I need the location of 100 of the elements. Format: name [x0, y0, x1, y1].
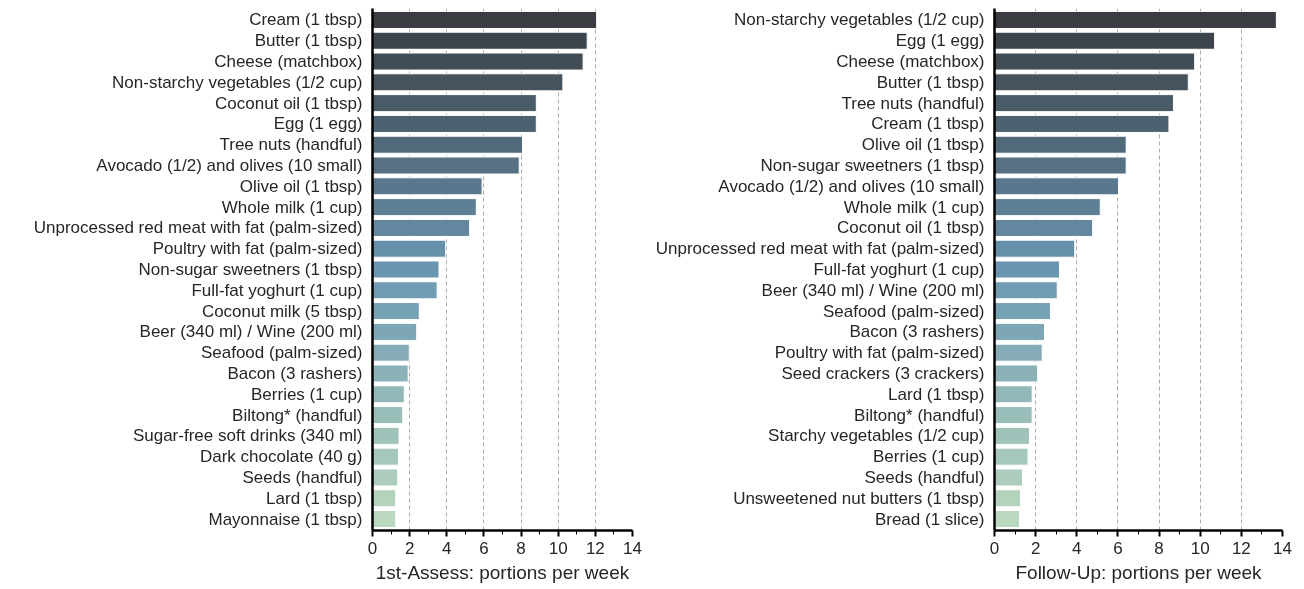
bar: [994, 447, 1029, 466]
x-tick-label: 0: [367, 538, 378, 558]
y-tick-label: Whole milk (1 cup): [843, 197, 985, 217]
y-tick-label: Tree nuts (handful): [219, 135, 363, 155]
y-tick-label: Non-starchy vegetables (1/2 cup): [112, 72, 363, 92]
y-tick-label: Olive oil (1 tbsp): [861, 135, 985, 155]
y-tick-label: Biltong* (handful): [854, 405, 985, 425]
x-axis-title: Follow-Up: portions per week: [1015, 561, 1263, 583]
bar: [372, 156, 520, 175]
y-tick-label: Cheese (matchbox): [214, 52, 363, 72]
bar: [994, 510, 1021, 529]
y-tick-label: Full-fat yoghurt (1 cup): [813, 260, 985, 279]
y-tick-label: Butter (1 tbsp): [254, 31, 363, 51]
y-tick-label: Sugar-free soft drinks (340 ml): [132, 426, 363, 446]
y-tick-label: Lard (1 tbsp): [888, 384, 985, 404]
bar: [994, 343, 1043, 362]
y-tick-label: Full-fat yoghurt (1 cup): [191, 280, 363, 300]
bar: [372, 281, 438, 300]
bar: [372, 343, 410, 362]
y-tick-label: Poultry with fat (palm-sized): [774, 343, 985, 363]
y-tick-label: Seed crackers (3 crackers): [781, 363, 985, 383]
bar: [372, 489, 397, 508]
y-tick-label: Non-sugar sweetners (1 tbsp): [760, 156, 985, 176]
y-tick-label: Olive oil (1 tbsp): [239, 176, 363, 196]
x-tick-label: 6: [1113, 538, 1123, 558]
y-tick-label: Cream (1 tbsp): [249, 10, 363, 30]
y-tick-label: Unprocessed red meat with fat (palm-sized): [33, 218, 363, 238]
y-tick-label: Coconut milk (5 tbsp): [201, 301, 363, 321]
bar: [372, 177, 483, 196]
bar: [994, 218, 1094, 237]
bar: [994, 31, 1216, 50]
y-tick-label: Beer (340 ml) / Wine (200 ml): [139, 322, 363, 342]
bar: [994, 239, 1076, 258]
y-tick-label: Dark chocolate (40 g): [199, 447, 363, 467]
y-tick-label: Egg (1 egg): [895, 31, 985, 51]
y-tick-label: Non-sugar sweetners (1 tbsp): [138, 260, 363, 279]
y-tick-label: Biltong* (handful): [232, 405, 363, 425]
bar: [994, 406, 1033, 425]
y-tick-label: Avocado (1/2) and olives (10 small): [96, 156, 363, 176]
bar: [372, 426, 400, 445]
bar: [994, 114, 1170, 133]
x-tick-label: 2: [404, 538, 415, 558]
bar: [372, 31, 588, 50]
bar: [994, 52, 1196, 71]
bar: [994, 177, 1120, 196]
x-tick-label: 0: [989, 538, 1000, 558]
y-tick-label: Non-starchy vegetables (1/2 cup): [734, 10, 985, 30]
y-tick-label: Coconut oil (1 tbsp): [837, 218, 985, 238]
bar: [372, 447, 399, 466]
y-tick-label: Seafood (palm-sized): [822, 301, 985, 321]
bar: [372, 135, 524, 154]
y-tick-label: Butter (1 tbsp): [876, 72, 985, 92]
y-tick-label: Starchy vegetables (1/2 cup): [768, 426, 985, 446]
x-tick-label: 8: [1154, 538, 1164, 558]
bar: [994, 385, 1033, 404]
bar: [372, 218, 471, 237]
bar: [372, 52, 584, 71]
bar: [372, 510, 397, 529]
bar: [994, 94, 1174, 113]
bar: [994, 302, 1051, 321]
y-tick-label: Lard (1 tbsp): [266, 488, 363, 508]
x-tick-label: 12: [1231, 538, 1251, 558]
y-tick-label: Mayonnaise (1 tbsp): [208, 509, 363, 529]
y-tick-label: Unsweetened nut butters (1 tbsp): [733, 488, 985, 508]
y-tick-label: Unprocessed red meat with fat (palm-sized): [655, 239, 985, 259]
bar: [994, 198, 1101, 217]
bar: [994, 73, 1189, 92]
y-tick-label: Poultry with fat (palm-sized): [152, 239, 363, 259]
y-tick-label: Tree nuts (handful): [841, 93, 985, 113]
bar: [372, 302, 420, 321]
bar: [372, 406, 404, 425]
y-tick-label: Seafood (palm-sized): [200, 343, 363, 363]
x-tick-label: 4: [1072, 538, 1082, 558]
y-tick-label: Bacon (3 rashers): [849, 322, 985, 342]
y-tick-label: Bread (1 slice): [874, 509, 985, 529]
x-tick-label: 6: [479, 538, 489, 558]
y-tick-label: Cheese (matchbox): [836, 52, 985, 72]
x-tick-label: 4: [442, 538, 452, 558]
y-tick-label: Cream (1 tbsp): [871, 114, 985, 134]
bar: [372, 385, 405, 404]
bar: [994, 156, 1127, 175]
bar: [372, 322, 418, 341]
bar: [372, 114, 537, 133]
bar: [994, 260, 1061, 279]
bar: [994, 468, 1023, 487]
bar: [372, 468, 399, 487]
bar: [372, 94, 537, 113]
x-tick-label: 10: [1190, 538, 1210, 558]
y-tick-label: Berries (1 cup): [251, 384, 363, 404]
y-tick-label: Bacon (3 rashers): [227, 363, 363, 383]
x-tick-label: 14: [1273, 538, 1292, 558]
x-tick-label: 8: [516, 538, 526, 558]
y-tick-label: Egg (1 egg): [273, 114, 363, 134]
bar: [372, 239, 447, 258]
bar: [372, 260, 440, 279]
bar: [372, 10, 598, 29]
bar: [372, 198, 477, 217]
bar: [994, 135, 1127, 154]
y-tick-label: Seeds (handful): [242, 467, 363, 487]
y-tick-label: Beer (340 ml) / Wine (200 ml): [761, 280, 985, 300]
